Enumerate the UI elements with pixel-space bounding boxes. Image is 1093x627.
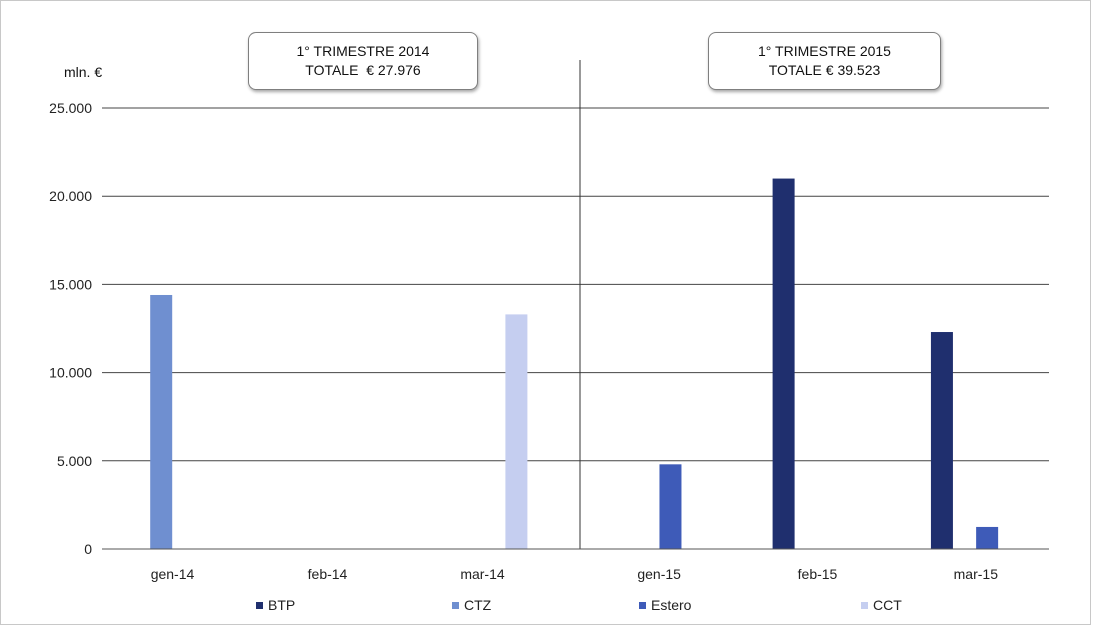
- legend-item-cct: CCT: [861, 597, 902, 613]
- x-axis-ticks: gen-14 feb-14 mar-14 gen-15 feb-15 mar-15: [151, 566, 999, 582]
- bar-estero-mar-15: [976, 526, 999, 549]
- y-tick-label: 10.000: [49, 365, 92, 381]
- x-tick-label: feb-14: [308, 566, 348, 582]
- legend-item-ctz: CTZ: [452, 597, 491, 613]
- bar-ctz-gen-14: [150, 294, 173, 549]
- legend-swatch: [256, 601, 263, 609]
- legend-swatch: [452, 601, 459, 609]
- y-axis-ticks: 0 5.000 10.000 15.000 20.000 25.000: [49, 100, 92, 557]
- annotation-2015-total: TOTALE € 39.523: [768, 62, 881, 78]
- annotation-2014-total: TOTALE € 27.976: [305, 62, 421, 78]
- annotation-box-2015: 1° TRIMESTRE 2015 TOTALE € 39.523: [708, 32, 941, 90]
- legend-label: CTZ: [464, 597, 492, 613]
- y-axis-unit-label: mln. €: [64, 64, 103, 80]
- y-tick-label: 25.000: [49, 100, 92, 116]
- legend-swatch: [861, 601, 868, 609]
- bar-estero-gen-15: [659, 464, 682, 549]
- legend-item-estero: Estero: [639, 597, 691, 613]
- y-tick-label: 15.000: [49, 276, 92, 292]
- annotation-2014-title: 1° TRIMESTRE 2014: [296, 43, 430, 59]
- bars: [150, 178, 999, 549]
- bar-cct-mar-14: [505, 314, 528, 549]
- x-tick-label: mar-15: [954, 566, 999, 582]
- legend-label: BTP: [268, 597, 296, 613]
- x-tick-label: gen-15: [637, 566, 681, 582]
- y-tick-label: 5.000: [57, 453, 92, 469]
- legend-swatch: [639, 601, 646, 609]
- gridlines: [102, 107, 1049, 462]
- bar-btp-mar-15: [930, 332, 953, 549]
- x-tick-label: gen-14: [151, 566, 195, 582]
- annotation-box-2014: 1° TRIMESTRE 2014 TOTALE € 27.976: [248, 32, 478, 90]
- y-tick-label: 0: [84, 541, 92, 557]
- legend-label: CCT: [873, 597, 902, 613]
- legend-item-btp: BTP: [256, 597, 295, 613]
- x-tick-label: feb-15: [798, 566, 838, 582]
- bar-btp-feb-15: [772, 178, 795, 549]
- legend-label: Estero: [651, 597, 692, 613]
- annotation-2015-title: 1° TRIMESTRE 2015: [758, 43, 891, 59]
- x-tick-label: mar-14: [460, 566, 505, 582]
- y-tick-label: 20.000: [49, 188, 92, 204]
